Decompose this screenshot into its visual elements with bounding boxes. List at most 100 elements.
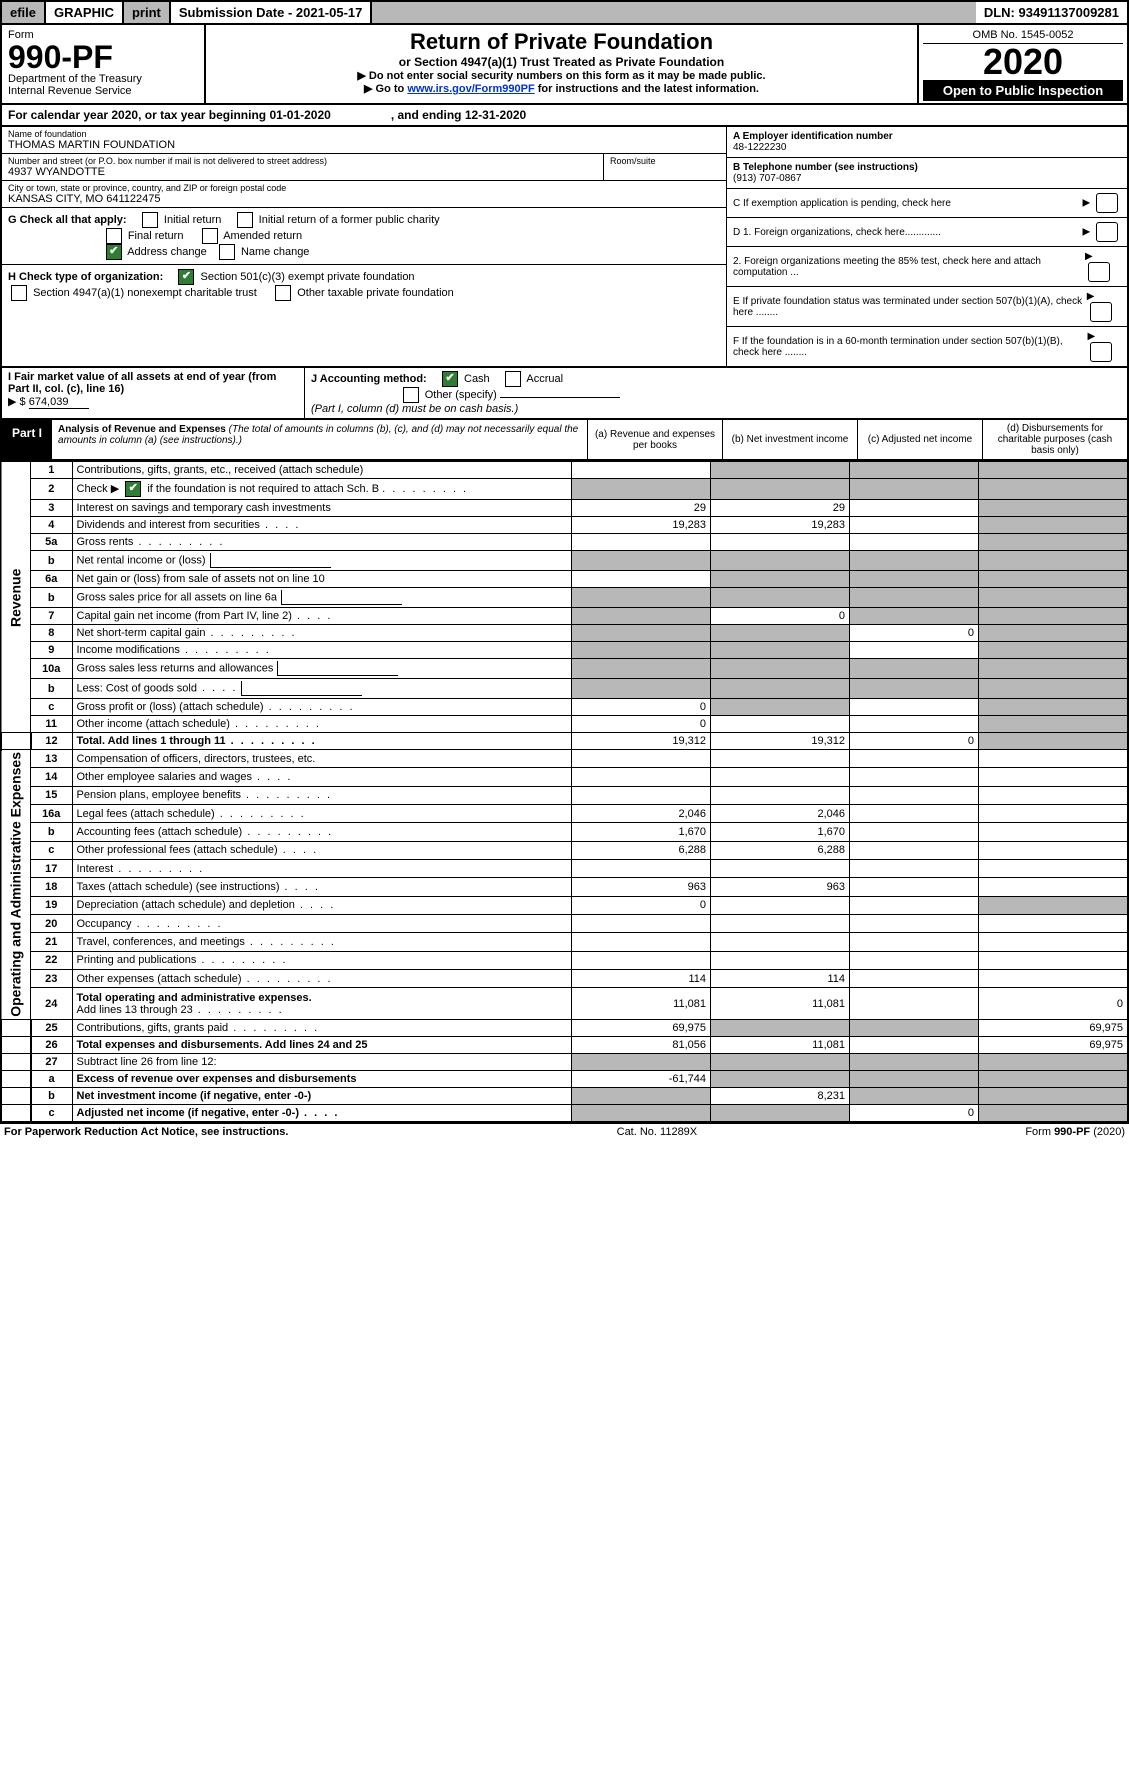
amt-a: 1,670 (572, 823, 711, 841)
final-return-checkbox[interactable] (106, 228, 122, 244)
table-row: b Gross sales price for all assets on li… (1, 588, 1128, 608)
amt-d: 69,975 (979, 1019, 1129, 1036)
accrual-checkbox[interactable] (505, 371, 521, 387)
part1-label: Part I (2, 420, 52, 459)
col-d-head: (d) Disbursements for charitable purpose… (982, 420, 1127, 459)
header-right: OMB No. 1545-0052 2020 Open to Public In… (917, 25, 1127, 103)
amt-c (850, 462, 979, 479)
foundation-name: THOMAS MARTIN FOUNDATION (8, 139, 720, 151)
ein-label: A Employer identification number (733, 131, 1121, 142)
header-mid: Return of Private Foundation or Section … (206, 25, 917, 103)
table-row: b Net rental income or (loss) (1, 551, 1128, 571)
amt-b: 19,283 (711, 517, 850, 534)
cal-year-begin: For calendar year 2020, or tax year begi… (8, 108, 331, 122)
amt-a: 29 (572, 500, 711, 517)
i-cell: I Fair market value of all assets at end… (2, 368, 305, 418)
amt-a (572, 462, 711, 479)
amt-a: 19,312 (572, 733, 711, 750)
city-row: City or town, state or province, country… (2, 181, 726, 208)
h-check-row: H Check type of organization: ✔ Section … (2, 265, 726, 305)
info-right: A Employer identification number 48-1222… (726, 127, 1127, 366)
phone-row: B Telephone number (see instructions) (9… (727, 158, 1127, 189)
d1-checkbox[interactable] (1096, 222, 1118, 242)
line-desc: Pension plans, employee benefits (72, 786, 572, 804)
footer-left: For Paperwork Reduction Act Notice, see … (4, 1126, 288, 1138)
amt-d (979, 500, 1129, 517)
room-suite: Room/suite (603, 154, 726, 181)
e-checkbox[interactable] (1090, 302, 1112, 322)
table-row: 3 Interest on savings and temporary cash… (1, 500, 1128, 517)
open-public-badge: Open to Public Inspection (923, 80, 1123, 101)
addr-label: Number and street (or P.O. box number if… (8, 156, 597, 166)
s4947-label: Section 4947(a)(1) nonexempt charitable … (33, 287, 257, 299)
f-checkbox[interactable] (1090, 342, 1112, 362)
city: KANSAS CITY, MO 641122475 (8, 193, 720, 205)
address-change-label: Address change (127, 246, 207, 258)
table-row: b Accounting fees (attach schedule) 1,67… (1, 823, 1128, 841)
accrual-label: Accrual (526, 373, 563, 385)
table-row: 19 Depreciation (attach schedule) and de… (1, 896, 1128, 914)
amt-b: 11,081 (711, 988, 850, 1019)
other-method-checkbox[interactable] (403, 387, 419, 403)
d1-label: D 1. Foreign organizations, check here..… (733, 227, 941, 238)
efile-badge: efile (2, 2, 46, 23)
table-row: 5a Gross rents (1, 534, 1128, 551)
c-checkbox[interactable] (1096, 193, 1118, 213)
cash-checkbox[interactable]: ✔ (442, 371, 458, 387)
address-change-checkbox[interactable]: ✔ (106, 244, 122, 260)
amt-b: 6,288 (711, 841, 850, 859)
line-no: b (31, 679, 73, 699)
line-no: 13 (31, 750, 73, 768)
amt-d: 0 (979, 988, 1129, 1019)
line-desc: Total operating and administrative expen… (72, 988, 572, 1019)
room-label: Room/suite (610, 156, 720, 166)
table-row: 11 Other income (attach schedule) 0 (1, 716, 1128, 733)
name-change-checkbox[interactable] (219, 244, 235, 260)
line-no: 16a (31, 805, 73, 823)
line-desc: Income modifications (72, 642, 572, 659)
spacer (372, 2, 975, 23)
amt-c (850, 517, 979, 534)
table-row: 17 Interest (1, 860, 1128, 878)
amended-return-checkbox[interactable] (202, 228, 218, 244)
name-label: Name of foundation (8, 129, 720, 139)
line-no: b (31, 1087, 73, 1104)
line-desc: Contributions, gifts, grants, etc., rece… (72, 462, 572, 479)
amt-b: 0 (711, 608, 850, 625)
initial-former-checkbox[interactable] (237, 212, 253, 228)
d2-checkbox[interactable] (1088, 262, 1110, 282)
line-no: 5a (31, 534, 73, 551)
name-change-label: Name change (241, 246, 310, 258)
line-desc: Net short-term capital gain (72, 625, 572, 642)
ein-value: 48-1222230 (733, 142, 1121, 153)
line-desc: Travel, conferences, and meetings (72, 933, 572, 951)
instr2-post: for instructions and the latest informat… (538, 83, 759, 95)
table-row: b Net investment income (if negative, en… (1, 1087, 1128, 1104)
amt-b: 29 (711, 500, 850, 517)
i-val-prefix: ▶ $ (8, 396, 26, 408)
other-tax-checkbox[interactable] (275, 285, 291, 301)
line-desc: Total expenses and disbursements. Add li… (72, 1036, 572, 1053)
table-row: 25 Contributions, gifts, grants paid 69,… (1, 1019, 1128, 1036)
amt-a: 0 (572, 699, 711, 716)
s501-checkbox[interactable]: ✔ (178, 269, 194, 285)
print-label: print (124, 2, 171, 23)
table-row: 2 Check ▶ ✔ if the foundation is not req… (1, 479, 1128, 500)
s4947-checkbox[interactable] (11, 285, 27, 301)
line-desc: Other professional fees (attach schedule… (72, 841, 572, 859)
line-desc: Net gain or (loss) from sale of assets n… (72, 571, 572, 588)
line-no: 25 (31, 1019, 73, 1036)
table-row: 14 Other employee salaries and wages (1, 768, 1128, 786)
amt-a: 0 (572, 716, 711, 733)
line-desc: Net investment income (if negative, ente… (72, 1087, 572, 1104)
address: 4937 WYANDOTTE (8, 166, 597, 178)
line-desc: Gross sales price for all assets on line… (72, 588, 572, 608)
table-row: 15 Pension plans, employee benefits (1, 786, 1128, 804)
line-no: 17 (31, 860, 73, 878)
sch-b-checkbox[interactable]: ✔ (125, 481, 141, 497)
table-row: 22 Printing and publications (1, 951, 1128, 969)
initial-return-checkbox[interactable] (142, 212, 158, 228)
irs-link[interactable]: www.irs.gov/Form990PF (407, 83, 534, 95)
line-no: 7 (31, 608, 73, 625)
i-value: 674,039 (29, 396, 89, 409)
